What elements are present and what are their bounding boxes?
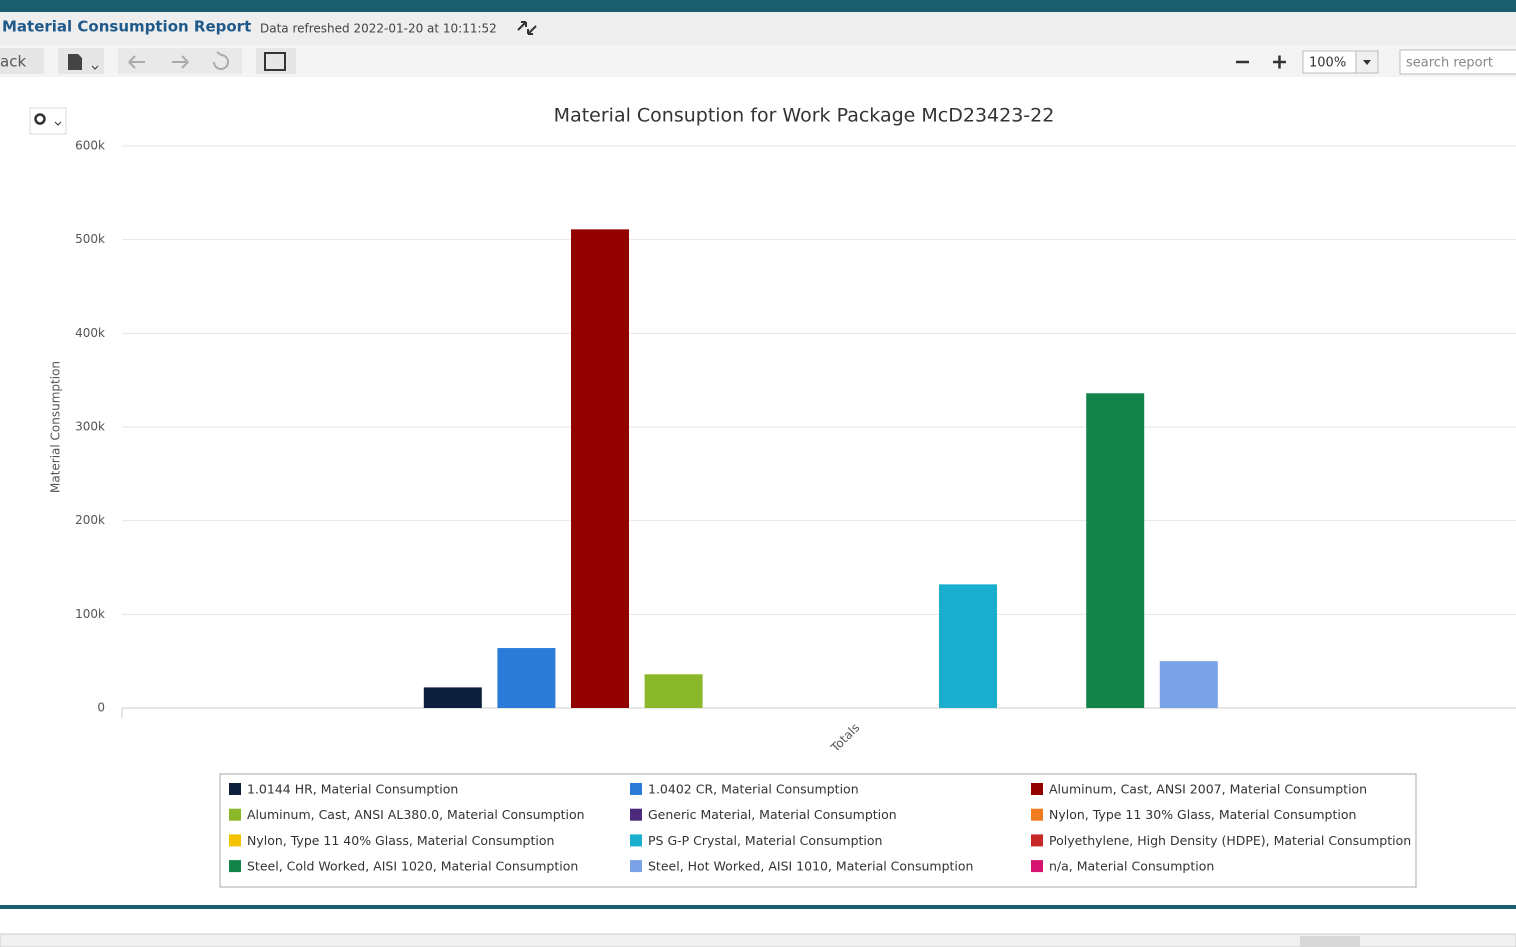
report-header: [0, 12, 1516, 45]
legend-swatch: [630, 808, 642, 821]
legend-label: Aluminum, Cast, ANSI 2007, Material Cons…: [1049, 782, 1367, 797]
zoom-value: 100%: [1309, 56, 1346, 71]
legend-swatch: [1031, 860, 1043, 873]
y-tick-label: 0: [97, 701, 105, 715]
refresh-button[interactable]: [517, 21, 537, 35]
legend-label: Polyethylene, High Density (HDPE), Mater…: [1049, 833, 1411, 848]
bar: [571, 229, 629, 708]
y-axis-title: Material Consumption: [49, 361, 63, 493]
bar: [1159, 661, 1218, 708]
bottom-rule: [0, 905, 1516, 909]
status-bar: [0, 933, 1516, 947]
search-placeholder: search report: [1406, 56, 1493, 71]
y-tick-label: 600k: [75, 139, 105, 153]
legend-label: Steel, Hot Worked, AISI 1010, Material C…: [648, 859, 973, 874]
legend-swatch: [1031, 783, 1043, 795]
settings-arrow: [54, 121, 62, 126]
back-label: ack: [0, 53, 26, 71]
legend: [219, 773, 1417, 888]
dropdown-arrow: [91, 65, 99, 70]
legend-swatch: [630, 783, 642, 795]
search-box[interactable]: [1399, 49, 1516, 75]
bar: [939, 584, 997, 708]
legend-swatch: [229, 834, 241, 847]
legend-swatch: [1031, 808, 1043, 821]
legend-swatch: [630, 834, 642, 847]
legend-label: Aluminum, Cast, ANSI AL380.0, Material C…: [247, 807, 585, 822]
legend-swatch: [1031, 834, 1043, 847]
bar: [644, 674, 703, 708]
redo-icon: [172, 55, 189, 69]
refresh-info: Data refreshed 2022-01-20 at 10:11:52: [260, 22, 497, 36]
legend-label: Generic Material, Material Consumption: [648, 807, 897, 822]
legend-swatch: [229, 808, 241, 821]
zoom-in[interactable]: [1273, 55, 1286, 69]
bar: [423, 687, 482, 708]
legend-swatch: [630, 860, 642, 873]
bar: [497, 648, 556, 708]
toolbar: [0, 45, 1516, 77]
legend-label: n/a, Material Consumption: [1049, 859, 1214, 874]
layout-icon: [264, 52, 286, 71]
export-icon: [68, 54, 82, 70]
legend-label: 1.0402 CR, Material Consumption: [648, 782, 859, 797]
x-tick-label: Totals: [827, 721, 862, 756]
y-tick-label: 100k: [75, 607, 105, 621]
reset-icon: [213, 51, 229, 70]
legend-label: PS G-P Crystal, Material Consumption: [648, 833, 882, 848]
report-title: Material Consumption Report: [2, 18, 251, 36]
legend-label: Steel, Cold Worked, AISI 1020, Material …: [247, 859, 578, 874]
chart-title: Material Consuption for Work Package McD…: [554, 105, 1055, 127]
y-tick-label: 300k: [75, 420, 105, 434]
legend-swatch: [229, 783, 241, 795]
zoom-arrow: [1363, 60, 1371, 65]
legend-swatch: [229, 860, 241, 873]
undo-icon: [128, 55, 145, 69]
y-tick-label: 200k: [75, 513, 105, 527]
back-button[interactable]: [0, 48, 44, 74]
bar: [1086, 393, 1145, 708]
y-tick-label: 500k: [75, 232, 105, 246]
status-tab[interactable]: [1300, 936, 1360, 947]
y-tick-label: 400k: [75, 326, 105, 340]
legend-label: Nylon, Type 11 40% Glass, Material Consu…: [247, 833, 554, 848]
gear-icon: [34, 113, 46, 125]
legend-label: Nylon, Type 11 30% Glass, Material Consu…: [1049, 807, 1356, 822]
top-bar: [0, 0, 1516, 12]
legend-label: 1.0144 HR, Material Consumption: [247, 782, 458, 797]
